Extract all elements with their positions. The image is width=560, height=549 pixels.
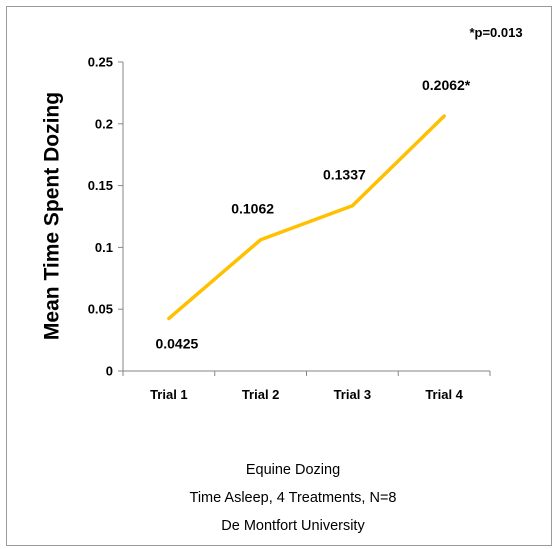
y-tick-label: 0.15 xyxy=(88,178,113,193)
chart-frame xyxy=(6,6,552,546)
y-ticks: 0 0.05 0.1 0.15 0.2 0.25 xyxy=(88,55,123,379)
data-label: 0.1062 xyxy=(231,201,274,217)
x-tick-label: Trial 4 xyxy=(425,387,463,402)
caption-line-3: De Montfort University xyxy=(221,518,365,534)
significance-note: *p=0.013 xyxy=(469,25,522,40)
x-ticks: Trial 1 Trial 2 Trial 3 Trial 4 xyxy=(122,371,491,402)
data-label: 0.2062* xyxy=(422,77,471,93)
y-tick-label: 0.1 xyxy=(95,240,113,255)
y-tick-label: 0.2 xyxy=(95,116,113,131)
caption-line-1: Equine Dozing xyxy=(246,462,340,478)
data-label: 0.0425 xyxy=(155,335,198,351)
x-tick-label: Trial 2 xyxy=(242,387,280,402)
y-tick-label: 0.25 xyxy=(88,55,113,70)
data-labels: 0.0425 0.1062 0.1337 0.2062* xyxy=(155,77,470,351)
data-label: 0.1337 xyxy=(323,167,366,183)
y-tick-label: 0.05 xyxy=(88,302,113,317)
y-tick-label: 0 xyxy=(106,364,113,379)
y-axis-label: Mean Time Spent Dozing xyxy=(41,92,64,340)
x-tick-label: Trial 1 xyxy=(150,387,188,402)
x-tick-label: Trial 3 xyxy=(334,387,372,402)
caption-line-2: Time Asleep, 4 Treatments, N=8 xyxy=(190,490,397,506)
series-line xyxy=(167,114,446,321)
